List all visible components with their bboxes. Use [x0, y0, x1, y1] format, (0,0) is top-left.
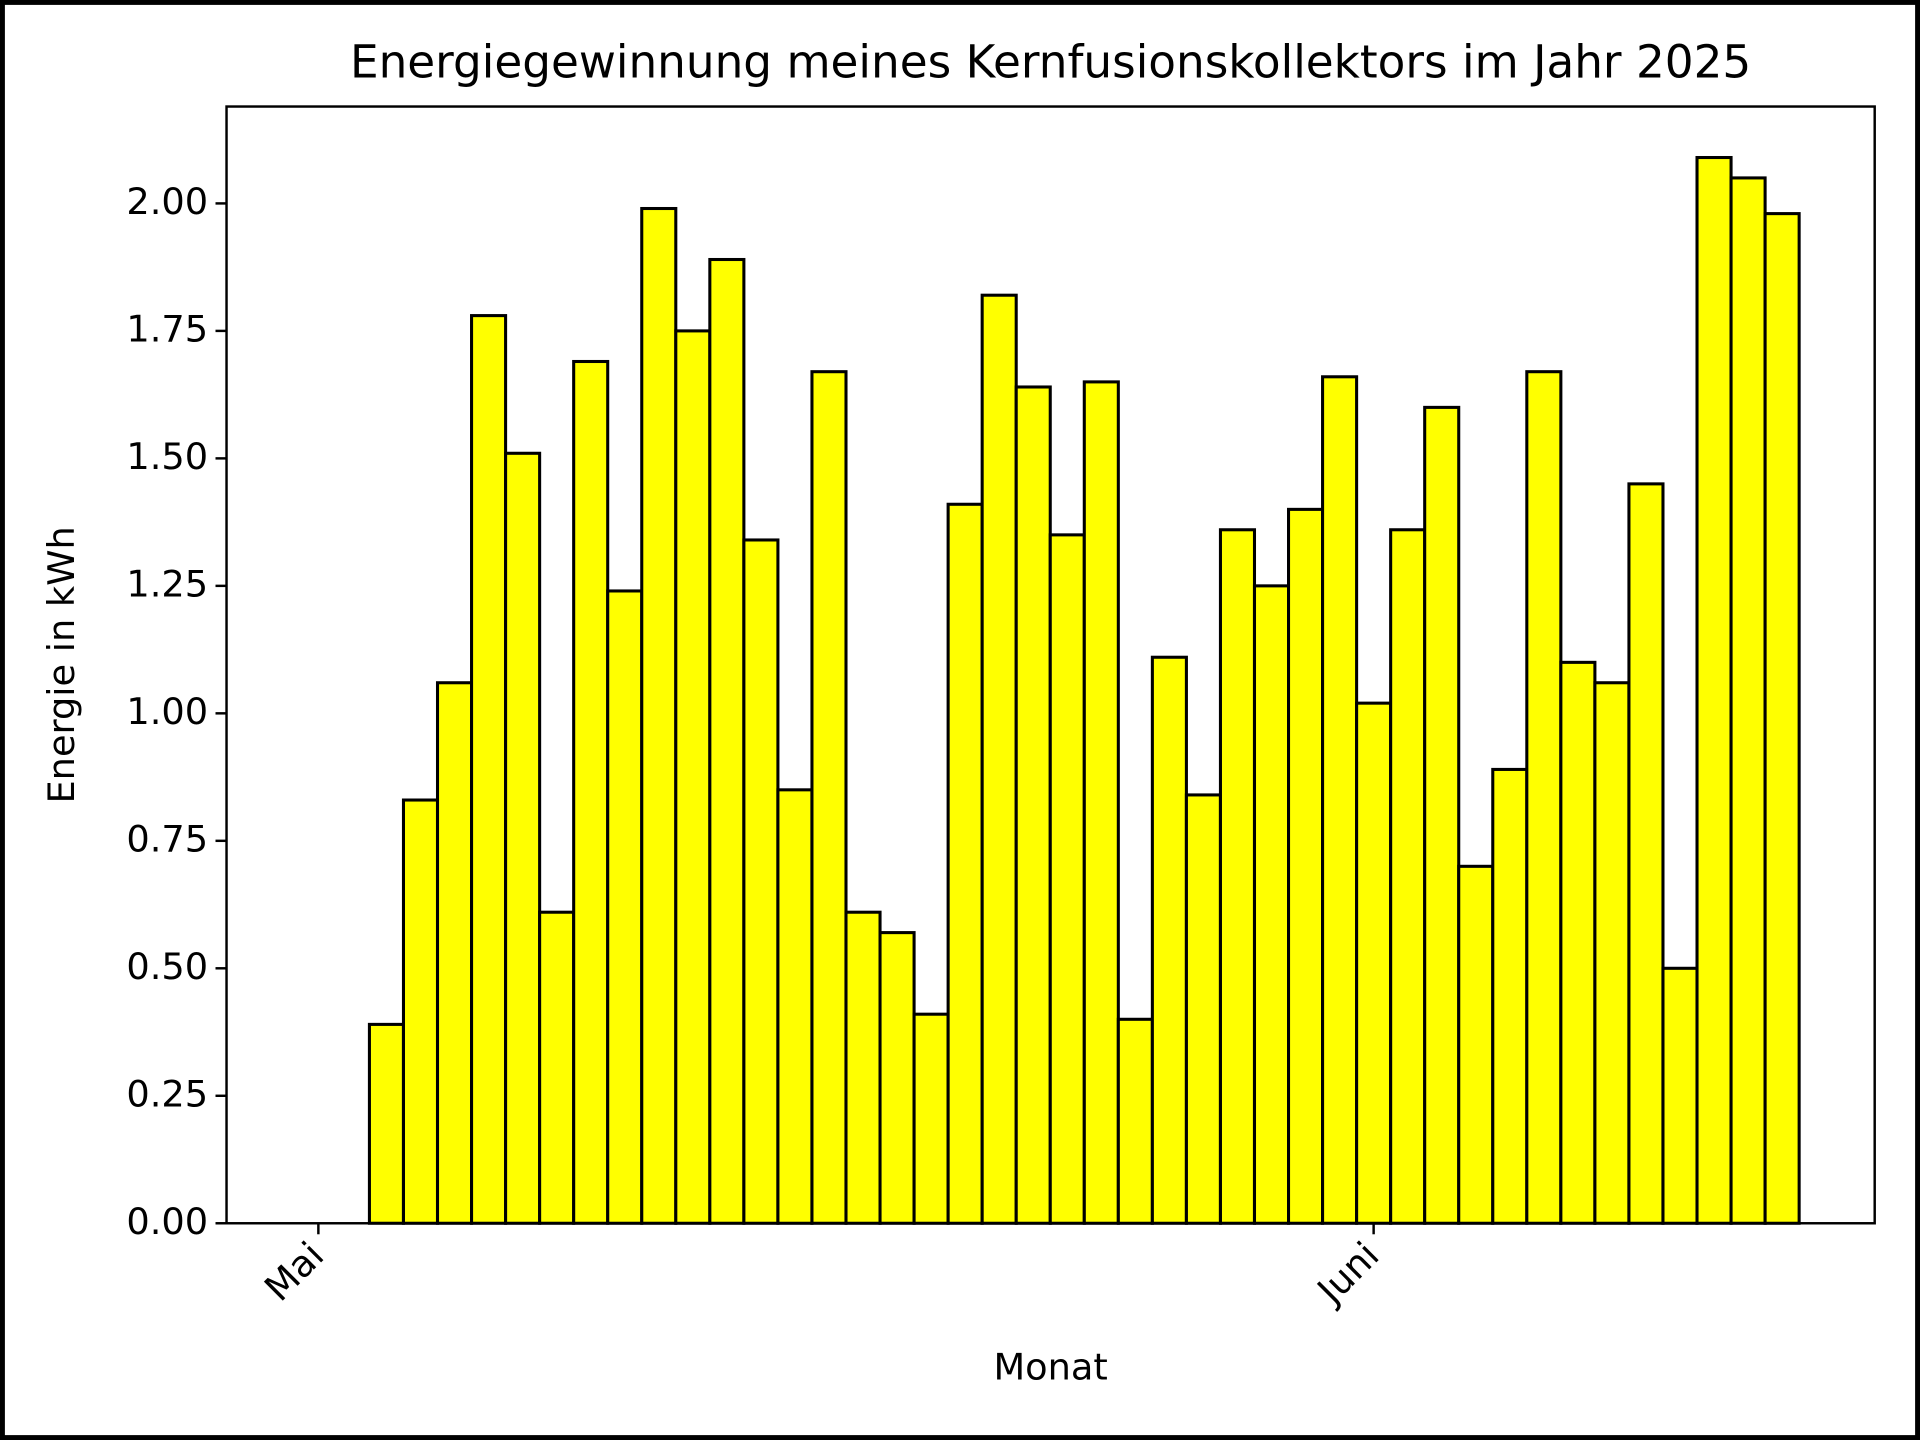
bar — [1661, 966, 1699, 1225]
bar — [1525, 370, 1563, 1225]
bar — [1150, 655, 1188, 1225]
bar — [980, 293, 1018, 1225]
bar — [674, 329, 712, 1225]
bar — [1014, 385, 1052, 1225]
bar — [946, 502, 984, 1225]
bar — [1287, 507, 1325, 1225]
bar — [1627, 482, 1665, 1225]
bar — [1321, 375, 1359, 1225]
bar — [606, 589, 644, 1225]
bar — [1491, 767, 1529, 1225]
bar — [538, 910, 576, 1225]
bar — [1457, 864, 1495, 1225]
y-axis-label: Energie in kWh — [40, 526, 83, 803]
bar — [810, 370, 848, 1225]
bar — [504, 451, 542, 1225]
axes-frame — [225, 105, 1876, 1225]
bar — [1116, 1017, 1154, 1225]
bar — [1695, 155, 1733, 1225]
bar — [708, 257, 746, 1225]
bar — [776, 788, 814, 1225]
bar — [1423, 405, 1461, 1225]
y-tick-label: 1.50 — [126, 435, 208, 478]
bar — [1729, 176, 1767, 1225]
bar — [1389, 528, 1427, 1225]
y-tick-label: 1.75 — [126, 307, 208, 350]
bar — [742, 538, 780, 1225]
y-tick-label: 1.00 — [126, 690, 208, 733]
y-tick-label: 0.00 — [126, 1200, 208, 1243]
bar — [1048, 533, 1086, 1225]
bar — [1184, 793, 1222, 1225]
bar — [435, 681, 474, 1225]
bar — [878, 931, 916, 1225]
bar — [1218, 528, 1257, 1225]
bar — [1763, 212, 1801, 1225]
bar — [1559, 660, 1597, 1225]
bar — [1355, 701, 1393, 1225]
y-tick-label: 2.00 — [126, 180, 208, 223]
y-tick-label: 0.50 — [126, 945, 208, 988]
bar — [367, 1022, 406, 1225]
x-axis-label: Monat — [993, 1345, 1107, 1388]
bar — [401, 798, 440, 1225]
y-tick-label: 0.25 — [126, 1072, 208, 1115]
bar — [844, 910, 882, 1225]
y-tick-label: 0.75 — [126, 817, 208, 860]
bar — [912, 1012, 950, 1225]
bar — [1252, 584, 1291, 1225]
y-tick-label: 1.25 — [126, 562, 208, 605]
bar — [640, 206, 678, 1225]
chart-title: Energiegewinnung meines Kernfusionskolle… — [350, 35, 1751, 88]
bar — [470, 314, 508, 1225]
bar — [1082, 380, 1120, 1225]
bar — [1593, 681, 1631, 1225]
bar — [572, 359, 610, 1225]
